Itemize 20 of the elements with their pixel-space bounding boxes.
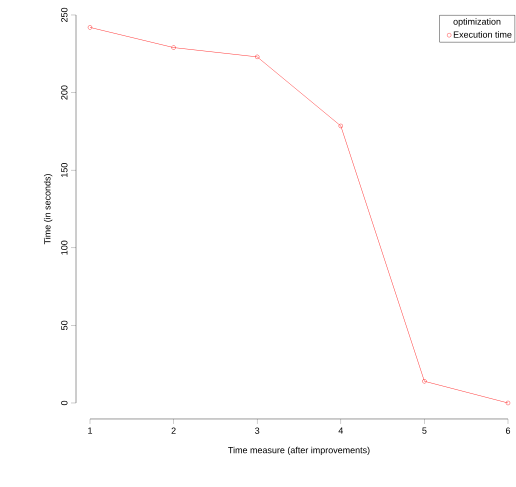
y-tick-label: 50: [61, 320, 68, 330]
y-tick-label: 200: [61, 85, 68, 100]
x-tick-label: 4: [338, 428, 344, 434]
y-tick-label: 100: [61, 240, 68, 255]
x-tick-label: 1: [88, 428, 92, 434]
point: [171, 45, 176, 50]
x-tick-label: 6: [506, 428, 510, 434]
legend-title: optimization: [453, 18, 500, 27]
x-tick-label: 3: [255, 428, 260, 434]
point: [255, 54, 260, 60]
legend-label: Execution time: [454, 31, 512, 38]
x-axis-title: Time measure (after improvements): [228, 446, 370, 456]
x-tick-label: 2: [172, 428, 176, 434]
y-tick-label: 150: [61, 163, 68, 177]
y-tick-label: 250: [61, 8, 68, 22]
y-axis-title: Time (in seconds): [44, 174, 52, 244]
y-tick-label: 0: [61, 400, 68, 406]
point: [338, 124, 344, 128]
x-tick-label: 5: [422, 428, 427, 434]
point: [422, 379, 427, 384]
